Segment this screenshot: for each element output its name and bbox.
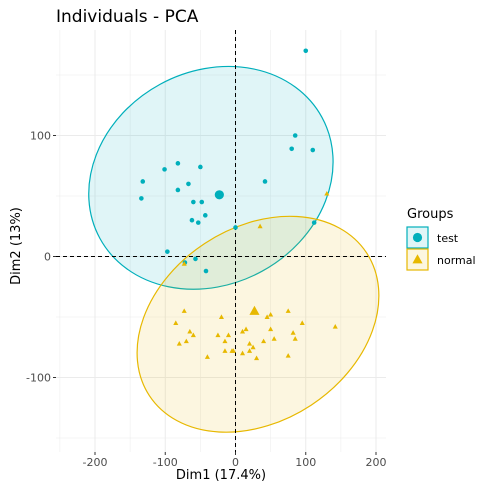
point-normal [190,332,196,338]
x-tick-label: 0 [232,456,239,469]
ellipse-test [88,65,334,290]
point-test [292,133,298,138]
point-normal [271,336,277,341]
point-test [289,146,295,152]
legend-marker-normal [412,254,423,264]
chart-title: Individuals - PCA [56,7,199,27]
point-normal [181,261,187,266]
point-normal [261,338,267,344]
point-test [140,179,146,184]
point-normal [285,353,291,358]
point-test [139,196,144,201]
point-normal [222,338,228,344]
x-tick-label: -100 [153,456,178,469]
y-axis-title: Dim2 (13%) [9,207,24,285]
centroid-normal [249,305,260,315]
point-test [303,48,309,54]
legend-title: Groups [407,207,454,222]
confidence-ellipses [88,65,380,433]
point-test [193,256,198,262]
point-test [165,249,170,254]
point-normal [230,348,236,353]
y-tick-label: -100 [26,372,51,385]
point-normal [290,330,296,335]
x-axis-title: Dim1 (17.4%) [176,468,266,483]
point-normal [324,190,330,196]
point-normal [332,324,338,329]
reference-lines [56,30,386,452]
x-tick-label: 200 [366,456,387,469]
point-test [189,217,195,223]
legend-label-test: test [437,232,459,245]
point-normal [247,340,253,346]
x-tick-label: 100 [295,456,316,469]
point-test [203,268,209,274]
point-normal [187,328,193,334]
point-normal [215,332,221,338]
point-test [262,179,268,184]
y-tick-label: 0 [44,251,51,264]
point-normal [268,311,274,317]
point-normal [243,326,249,332]
point-normal [254,355,260,361]
point-normal [268,326,274,332]
point-test [202,213,208,218]
point-test [311,220,317,225]
point-test [191,199,196,205]
ellipse-normal [136,215,380,433]
legend-marker-test [412,232,423,243]
point-normal [204,354,210,359]
point-test [175,187,181,193]
point-normal [247,348,253,353]
centroid-test [214,190,224,200]
point-test [195,220,201,225]
legend: Groups test normal [406,207,476,271]
point-normal [239,350,246,356]
point-normal [292,336,298,341]
point-normal [257,223,263,229]
point-normal [239,328,246,334]
point-normal [250,344,256,350]
plot-panel [56,30,386,452]
legend-label-normal: normal [437,254,476,267]
point-normal [299,320,305,326]
y-tick-label: 100 [30,130,51,143]
axis-ticks: -200 -100 0 100 200 -100 0 100 [26,130,386,470]
point-normal [285,308,291,313]
point-normal [173,320,179,326]
point-normal [181,308,187,313]
point-test [175,161,181,166]
point-test [198,164,203,170]
point-normal [222,348,228,353]
point-test [162,167,167,172]
point-normal [218,314,224,319]
data-points [139,48,338,361]
point-test [186,181,191,187]
point-normal [176,340,182,346]
point-normal [183,338,189,344]
x-tick-label: -200 [83,456,108,469]
point-normal [225,332,232,338]
point-test [310,147,316,153]
point-test [233,225,238,230]
point-test [199,199,205,205]
point-normal [264,314,270,319]
